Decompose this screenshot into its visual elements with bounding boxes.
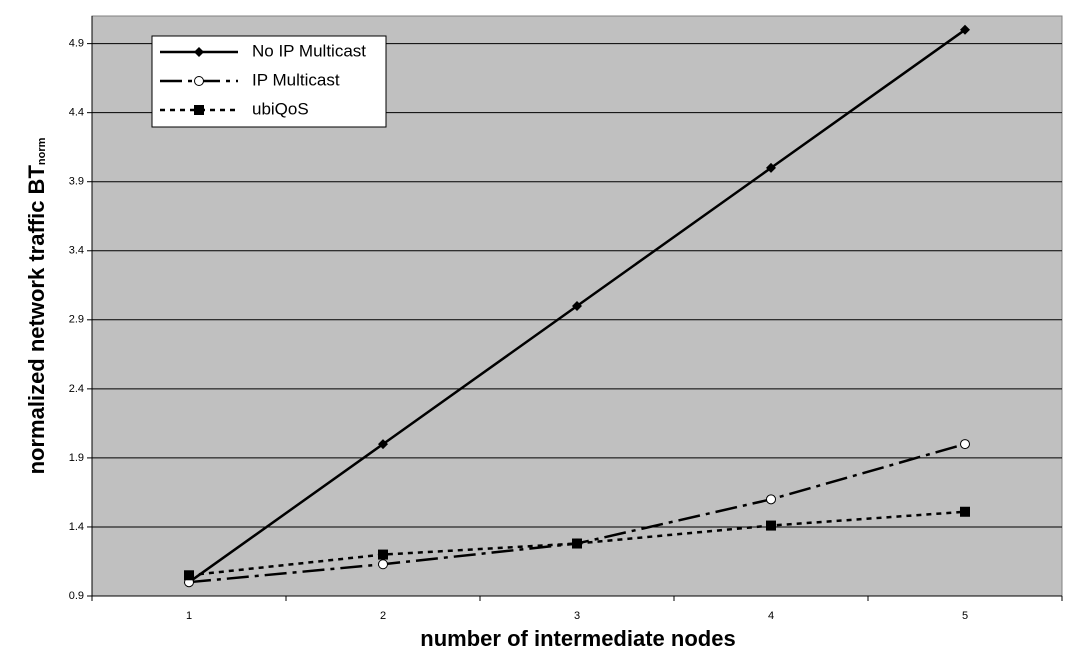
marker: [572, 538, 582, 549]
x-tick-label: 5: [962, 610, 968, 622]
legend-label: ubiQoS: [252, 99, 309, 118]
marker: [766, 520, 776, 531]
x-tick-label: 4: [768, 610, 774, 622]
marker: [960, 439, 970, 450]
x-tick-label: 1: [186, 610, 192, 622]
y-tick-label: 2.4: [69, 383, 84, 395]
legend-label: No IP Multicast: [252, 41, 366, 60]
legend-label: IP Multicast: [252, 70, 340, 89]
marker: [960, 24, 970, 35]
marker: [766, 162, 776, 173]
marker: [766, 494, 776, 505]
y-axis-title: normalized network traffic BTnorm: [24, 137, 49, 474]
marker: [378, 439, 388, 450]
marker: [194, 105, 204, 115]
y-tick-label: 1.4: [69, 521, 84, 533]
y-tick-label: 2.9: [69, 314, 84, 326]
marker: [184, 570, 194, 581]
y-tick-label: 4.4: [69, 107, 84, 119]
marker: [378, 559, 388, 570]
marker: [960, 506, 970, 517]
marker: [572, 301, 582, 311]
y-tick-label: 3.4: [69, 245, 84, 257]
x-tick-label: 2: [380, 610, 386, 622]
x-tick-label: 3: [574, 610, 580, 622]
y-tick-label: 0.9: [69, 590, 84, 602]
y-tick-label: 1.9: [69, 452, 84, 464]
y-axis-title-main: normalized network traffic BT: [24, 165, 49, 475]
y-axis-title-subscript: norm: [36, 137, 48, 165]
x-axis-title: number of intermediate nodes: [420, 626, 735, 651]
y-tick-label: 3.9: [69, 176, 84, 188]
y-tick-label: 4.9: [69, 38, 84, 50]
marker: [194, 47, 204, 57]
marker: [378, 549, 388, 560]
series-line: [188, 510, 966, 577]
marker: [194, 76, 204, 86]
